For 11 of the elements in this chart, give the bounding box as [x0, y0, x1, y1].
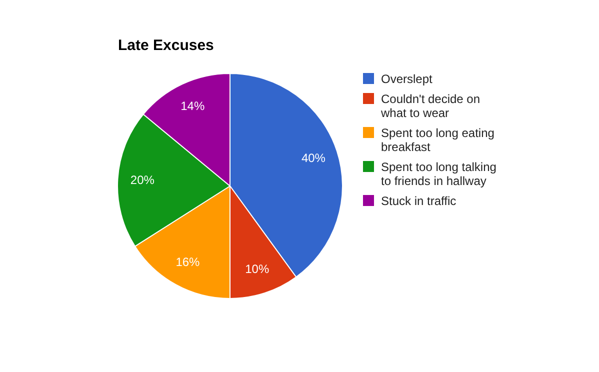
chart-title: Late Excuses [118, 37, 214, 54]
data-label: 16% [176, 255, 200, 270]
data-label: 40% [301, 151, 326, 166]
data-label: 14% [180, 98, 205, 113]
legend-label: Spent too long talking to friends in hallway [381, 160, 498, 188]
legend-label: Spent too long eating breakfast [381, 126, 496, 154]
data-label: 20% [130, 172, 155, 187]
legend-label: Overslept [381, 72, 432, 86]
legend-label: Stuck in traffic [381, 194, 456, 208]
legend-label: Couldn't decide on what to wear [381, 92, 482, 120]
data-label: 10% [245, 262, 270, 276]
